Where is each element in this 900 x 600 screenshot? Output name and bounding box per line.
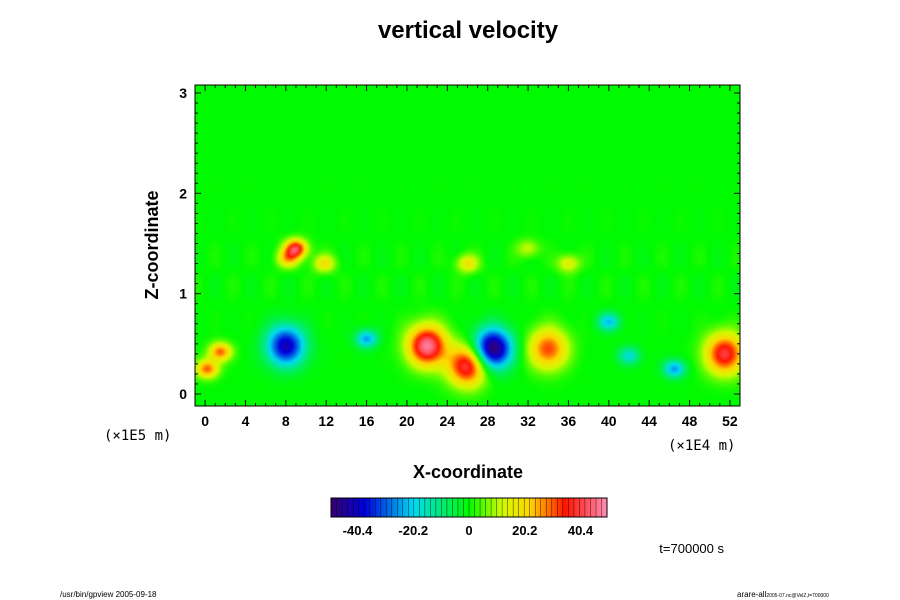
colorbar-tick-label: 0 (465, 523, 472, 538)
y-tick-label: 3 (179, 85, 187, 101)
x-tick-label: 36 (561, 413, 577, 429)
colorbar-tick-label: -40.4 (343, 523, 373, 538)
x-axis-label: X-coordinate (413, 462, 523, 482)
heatmap-field (195, 85, 740, 406)
colorbar-ticks: -40.4 -20.2 0 20.2 40.4 (336, 498, 602, 538)
x-axis-ticks: 0 4 8 12 16 20 24 28 32 36 40 44 48 52 (201, 85, 738, 429)
y-tick-label: 0 (179, 386, 187, 402)
x-tick-label: 44 (641, 413, 657, 429)
colorbar-tick-label: 40.4 (568, 523, 594, 538)
time-label: t=700000 s (659, 541, 724, 556)
x-scale-note: (×1E4 m) (668, 438, 735, 454)
x-tick-label: 16 (359, 413, 375, 429)
x-tick-label: 52 (722, 413, 738, 429)
y-tick-label: 2 (179, 185, 187, 201)
x-tick-label: 20 (399, 413, 415, 429)
x-tick-label: 0 (201, 413, 209, 429)
x-tick-label: 48 (682, 413, 698, 429)
colorbar-frame (330, 497, 608, 518)
x-tick-label: 32 (520, 413, 536, 429)
chart-title: vertical velocity (378, 17, 559, 44)
colorbar-tick-label: -20.2 (398, 523, 428, 538)
colorbar-tick-label: 20.2 (512, 523, 537, 538)
footer-left-text: /usr/bin/gpview 2005-09-18 (60, 590, 157, 599)
x-tick-label: 8 (282, 413, 290, 429)
y-tick-label: 1 (179, 286, 187, 302)
x-tick-label: 4 (242, 413, 250, 429)
y-axis-label: Z-coordinate (142, 190, 162, 299)
y-axis-ticks: 0 1 2 3 (179, 85, 740, 402)
footer-right-text: arare-all2005-07.nc@VelZ,t=700000 (737, 590, 829, 599)
x-tick-label: 40 (601, 413, 617, 429)
footer-right-main: arare-all (737, 590, 767, 599)
footer-right-sub: 2005-07.nc@VelZ,t=700000 (766, 593, 829, 599)
x-tick-label: 28 (480, 413, 496, 429)
y-scale-note: (×1E5 m) (104, 428, 171, 444)
x-tick-label: 24 (440, 413, 456, 429)
x-tick-label: 12 (318, 413, 334, 429)
